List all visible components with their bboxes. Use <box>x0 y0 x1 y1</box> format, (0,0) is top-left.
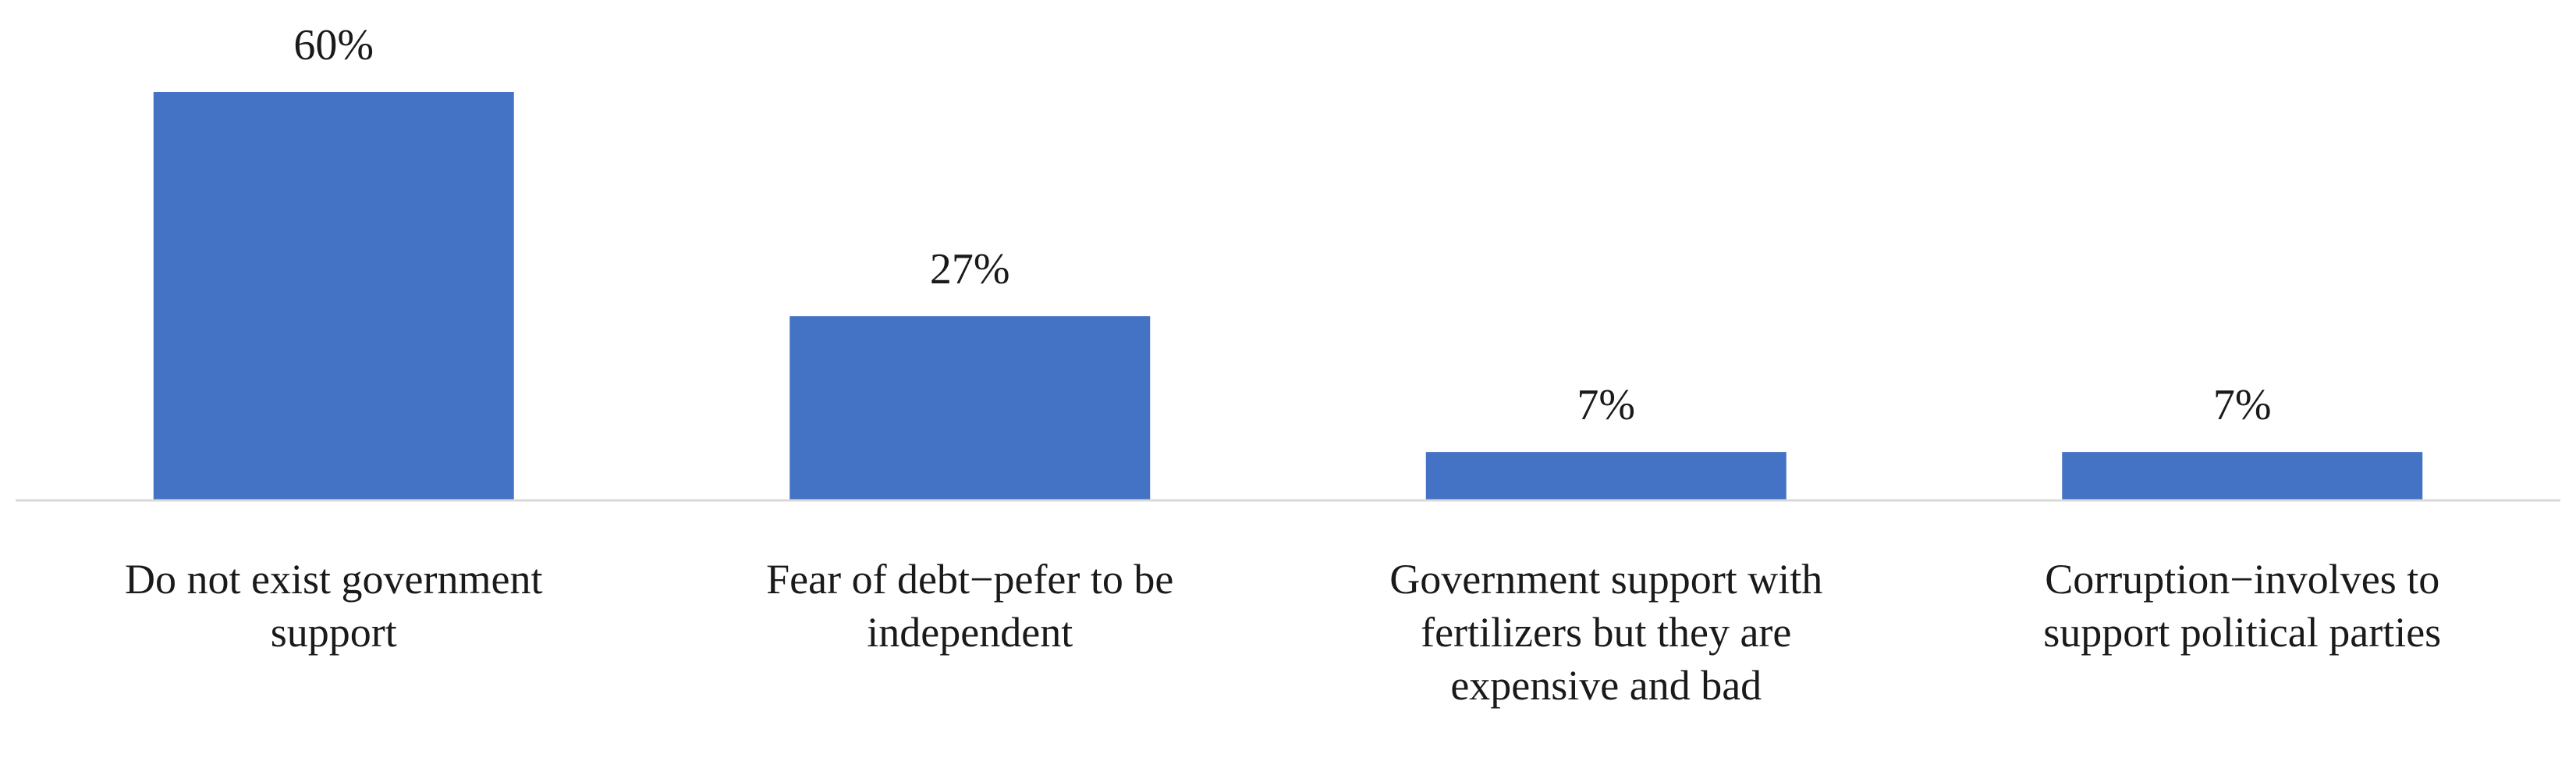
data-label-1: 60% <box>293 21 374 69</box>
data-labels-layer: 60% 27% 7% 7% <box>293 21 2271 429</box>
category-label-line: fertilizers but they are <box>1421 609 1791 656</box>
bar-1 <box>153 92 514 500</box>
data-label-4: 7% <box>2213 381 2272 429</box>
category-label-line: Do not exist government <box>125 556 542 603</box>
category-label-line: Corruption−involves to <box>2045 556 2439 603</box>
category-label-line: expensive and bad <box>1450 662 1762 709</box>
category-label-line: independent <box>867 609 1073 656</box>
category-label-3: Government support with fertilizers but t… <box>1389 556 1822 709</box>
category-labels-layer: Do not exist government support Fear of de… <box>125 556 2441 709</box>
category-label-line: support <box>271 609 397 656</box>
category-label-line: Fear of debt−pefer to be <box>766 556 1173 603</box>
bar-4 <box>2062 452 2423 500</box>
category-label-line: support political parties <box>2043 609 2441 656</box>
category-label-4: Corruption−involves to support political … <box>2043 556 2441 656</box>
data-label-3: 7% <box>1577 381 1635 429</box>
data-label-2: 27% <box>930 245 1010 294</box>
bar-2 <box>789 316 1151 500</box>
category-label-line: Government support with <box>1389 556 1822 603</box>
category-label-2: Fear of debt−pefer to be independent <box>766 556 1173 656</box>
bars-layer <box>153 92 2423 500</box>
bar-3 <box>1425 452 1787 500</box>
category-label-1: Do not exist government support <box>125 556 542 656</box>
